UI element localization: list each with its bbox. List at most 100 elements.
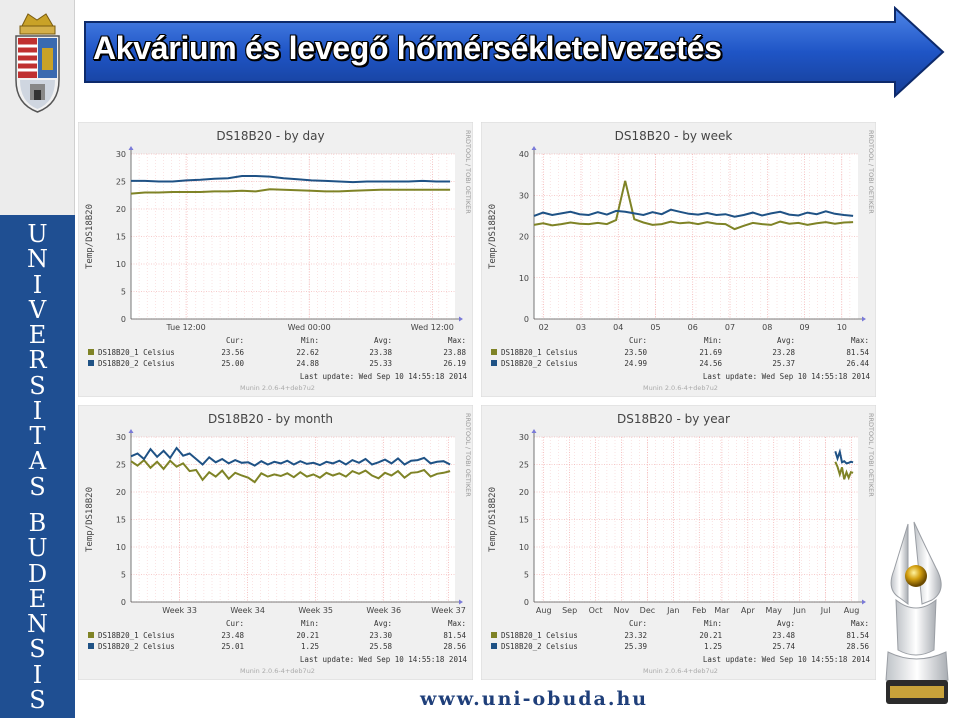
series-line-2: [130, 446, 451, 467]
x-axis-arrow: [459, 316, 463, 322]
x-tick-label: Week 34: [230, 606, 265, 615]
legend-swatch-1: [491, 349, 497, 355]
sidebar-letter: S: [29, 472, 46, 501]
legend-series-name: DS18B20_1 Celsius: [501, 348, 578, 357]
y-axis-label: Temp/DS18B20: [488, 204, 498, 269]
y-axis-label: Temp/DS18B20: [488, 487, 498, 552]
y-tick-label: 30: [116, 150, 126, 159]
y-tick-label: 15: [519, 516, 529, 525]
title-banner-arrow: [84, 6, 945, 98]
x-tick-label: 10: [837, 323, 847, 332]
y-tick-label: 15: [116, 233, 126, 242]
legend-swatch-2: [491, 643, 497, 649]
series-line-2: [834, 448, 854, 465]
y-tick-label: 20: [519, 233, 529, 242]
legend-header-cur: Cur:: [629, 619, 647, 628]
legend-value-max: 28.56: [443, 642, 466, 651]
y-axis-arrow: [128, 146, 134, 150]
legend-series-name: DS18B20_1 Celsius: [501, 631, 578, 640]
sidebar-letter: N: [27, 610, 48, 638]
legend-header-avg: Avg:: [777, 336, 795, 345]
x-tick-label: 04: [613, 323, 623, 332]
series-line-1: [130, 458, 451, 484]
munin-version-label: Munin 2.0.6-4+deb7u2: [643, 667, 718, 675]
chart-title: DS18B20 - by day: [216, 129, 324, 143]
x-tick-label: Wed 00:00: [288, 323, 331, 332]
legend-value-cur: 23.50: [624, 348, 647, 357]
rrdtool-side-label: RRDTOOL / TOBI OETIKER: [867, 130, 875, 214]
legend-value-max: 81.54: [846, 631, 869, 640]
x-tick-label: 08: [762, 323, 772, 332]
legend-value-max: 26.44: [846, 359, 869, 368]
x-tick-label: May: [765, 606, 782, 615]
y-tick-label: 20: [519, 488, 529, 497]
y-tick-label: 5: [121, 288, 126, 297]
munin-version-label: Munin 2.0.6-4+deb7u2: [240, 667, 315, 675]
chart-title: DS18B20 - by week: [615, 129, 733, 143]
legend-swatch-1: [88, 632, 94, 638]
legend-value-min: 24.88: [296, 359, 319, 368]
legend-header-min: Min:: [301, 619, 319, 628]
sidebar-letter: U: [27, 220, 48, 248]
legend-swatch-1: [88, 349, 94, 355]
legend-series-name: DS18B20_2 Celsius: [98, 359, 175, 368]
x-tick-label: Week 36: [366, 606, 401, 615]
x-tick-label: Aug: [844, 606, 860, 615]
legend-header-min: Min:: [704, 336, 722, 345]
legend-value-avg: 23.48: [772, 631, 795, 640]
x-tick-label: 02: [539, 323, 549, 332]
y-tick-label: 10: [519, 543, 529, 552]
legend-series-name: DS18B20_2 Celsius: [98, 642, 175, 651]
y-tick-label: 10: [116, 543, 126, 552]
munin-version-label: Munin 2.0.6-4+deb7u2: [643, 384, 718, 392]
x-tick-label: Tue 12:00: [165, 323, 205, 332]
legend-header-max: Max:: [851, 336, 869, 345]
x-tick-label: Wed 12:00: [411, 323, 454, 332]
y-tick-label: 40: [519, 150, 529, 159]
series-line-2: [131, 175, 451, 184]
legend-series-name: DS18B20_2 Celsius: [501, 642, 578, 651]
sidebar-universitas-budensis: U N I V E R S I T A S B U D E N S I S: [0, 222, 75, 712]
x-tick-label: Sep: [562, 606, 577, 615]
x-tick-label: Feb: [692, 606, 706, 615]
legend-value-avg: 23.38: [369, 348, 392, 357]
legend-header-max: Max:: [448, 619, 466, 628]
legend-value-min: 20.21: [699, 631, 722, 640]
sidebar-letter: S: [29, 685, 46, 714]
legend-value-cur: 23.56: [221, 348, 244, 357]
legend-header-avg: Avg:: [777, 619, 795, 628]
chart-by-week: DS18B20 - by week Temp/DS18B20 RRDTOOL / T…: [481, 122, 876, 397]
legend-value-cur: 25.39: [624, 642, 647, 651]
series-line-1: [130, 188, 451, 195]
series-line-1: [834, 461, 854, 481]
chart-by-month: DS18B20 - by month Temp/DS18B20 RRDTOOL / …: [78, 405, 473, 680]
y-axis-arrow: [531, 146, 537, 150]
legend-swatch-2: [88, 643, 94, 649]
legend-value-avg: 23.28: [772, 348, 795, 357]
x-tick-label: 05: [650, 323, 660, 332]
legend-value-avg: 25.74: [772, 642, 795, 651]
sidebar: U N I V E R S I T A S B U D E N S I S: [0, 0, 75, 718]
legend-header-avg: Avg:: [374, 619, 392, 628]
legend-header-cur: Cur:: [226, 336, 244, 345]
y-tick-label: 20: [116, 488, 126, 497]
sidebar-letter: B: [28, 509, 47, 537]
y-tick-label: 30: [519, 433, 529, 442]
x-tick-label: 07: [725, 323, 735, 332]
sidebar-letter: S: [29, 371, 46, 400]
sidebar-letter: V: [28, 295, 47, 324]
x-tick-label: Aug: [536, 606, 552, 615]
sidebar-letter: A: [28, 447, 47, 476]
last-update-label: Last update: Wed Sep 10 14:55:18 2014: [300, 372, 468, 381]
legend-value-cur: 25.00: [221, 359, 244, 368]
sidebar-letter: E: [28, 321, 47, 349]
legend-header-avg: Avg:: [374, 336, 392, 345]
rrdtool-side-label: RRDTOOL / TOBI OETIKER: [867, 413, 875, 497]
legend-header-cur: Cur:: [226, 619, 244, 628]
last-update-label: Last update: Wed Sep 10 14:55:18 2014: [703, 655, 871, 664]
sidebar-letter: I: [32, 270, 43, 299]
x-tick-label: Week 35: [298, 606, 333, 615]
footer-website-url: www.uni-obuda.hu: [420, 688, 649, 710]
legend-value-avg: 23.30: [369, 631, 392, 640]
legend-value-min: 1.25: [301, 642, 319, 651]
